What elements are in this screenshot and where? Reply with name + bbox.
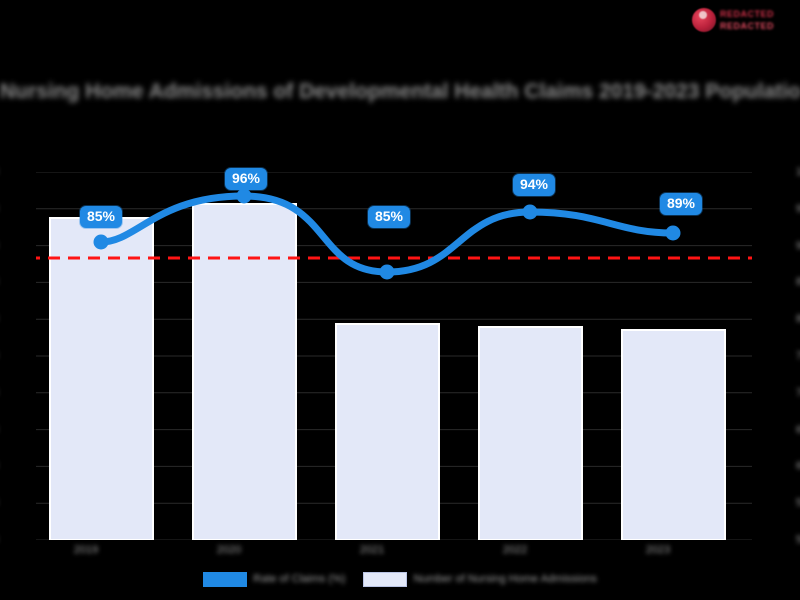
bar-2020 <box>192 203 297 540</box>
bar-series <box>49 203 726 540</box>
right-axis-tick-9: 55% <box>796 497 800 510</box>
x-axis-tick-2021: 2021 <box>359 544 385 556</box>
x-axis-tick-2023: 2023 <box>645 544 671 556</box>
right-axis-tick-3: 85% <box>796 276 800 289</box>
brand-logo: REDACTED REDACTED <box>692 4 792 36</box>
logo-wordmark-line1: REDACTED <box>720 9 775 19</box>
marker-2020 <box>236 188 252 204</box>
logo-circle-icon <box>692 8 716 32</box>
right-axis-tick-4: 80% <box>796 313 800 326</box>
chart-plot-area: 10000 9000 8000 7000 6000 5000 4000 3000… <box>36 166 800 546</box>
bar-2022 <box>478 326 583 540</box>
right-axis-tick-0: 100% <box>796 166 800 178</box>
bar-2023 <box>621 329 726 540</box>
legend-item-bar[interactable]: Number of Nursing Home Admissions <box>363 572 597 587</box>
line-markers <box>93 188 681 280</box>
bar-2021 <box>335 323 440 540</box>
data-label-2023: 89% <box>659 193 703 215</box>
marker-2023 <box>665 225 681 241</box>
right-axis-tick-7: 65% <box>796 423 800 436</box>
marker-2019 <box>93 234 109 250</box>
data-label-2022: 94% <box>512 174 556 196</box>
x-axis-tick-2019: 2019 <box>73 544 99 556</box>
data-label-2021: 85% <box>367 206 411 228</box>
right-axis-tick-1: 95% <box>796 202 800 215</box>
x-axis-tick-2022: 2022 <box>502 544 528 556</box>
marker-2021 <box>379 264 395 280</box>
right-axis-tick-5: 75% <box>796 350 800 362</box>
right-axis-tick-6: 70% <box>796 386 800 399</box>
chart-title: Nursing Home Admissions of Developmental… <box>0 80 800 103</box>
chart-svg <box>36 172 752 540</box>
x-axis-tick-2020: 2020 <box>216 544 242 556</box>
right-axis-tick-8: 60% <box>796 460 800 473</box>
chart-legend: Rate of Claims (%) Number of Nursing Hom… <box>0 572 800 587</box>
data-label-2020: 96% <box>224 168 268 190</box>
logo-wordmark: REDACTED REDACTED <box>720 9 774 31</box>
legend-swatch-line-icon <box>203 572 248 587</box>
data-label-2019: 85% <box>79 206 123 228</box>
legend-label-bar: Number of Nursing Home Admissions <box>413 573 597 585</box>
right-axis-tick-2: 90% <box>796 239 800 252</box>
marker-2022 <box>522 204 538 220</box>
legend-label-line: Rate of Claims (%) <box>253 573 346 585</box>
legend-swatch-bar-icon <box>363 572 408 587</box>
logo-wordmark-line2: REDACTED <box>720 21 775 31</box>
bar-2019 <box>49 217 154 540</box>
right-axis-tick-10: 50% <box>796 534 800 546</box>
legend-item-line[interactable]: Rate of Claims (%) <box>203 572 345 587</box>
